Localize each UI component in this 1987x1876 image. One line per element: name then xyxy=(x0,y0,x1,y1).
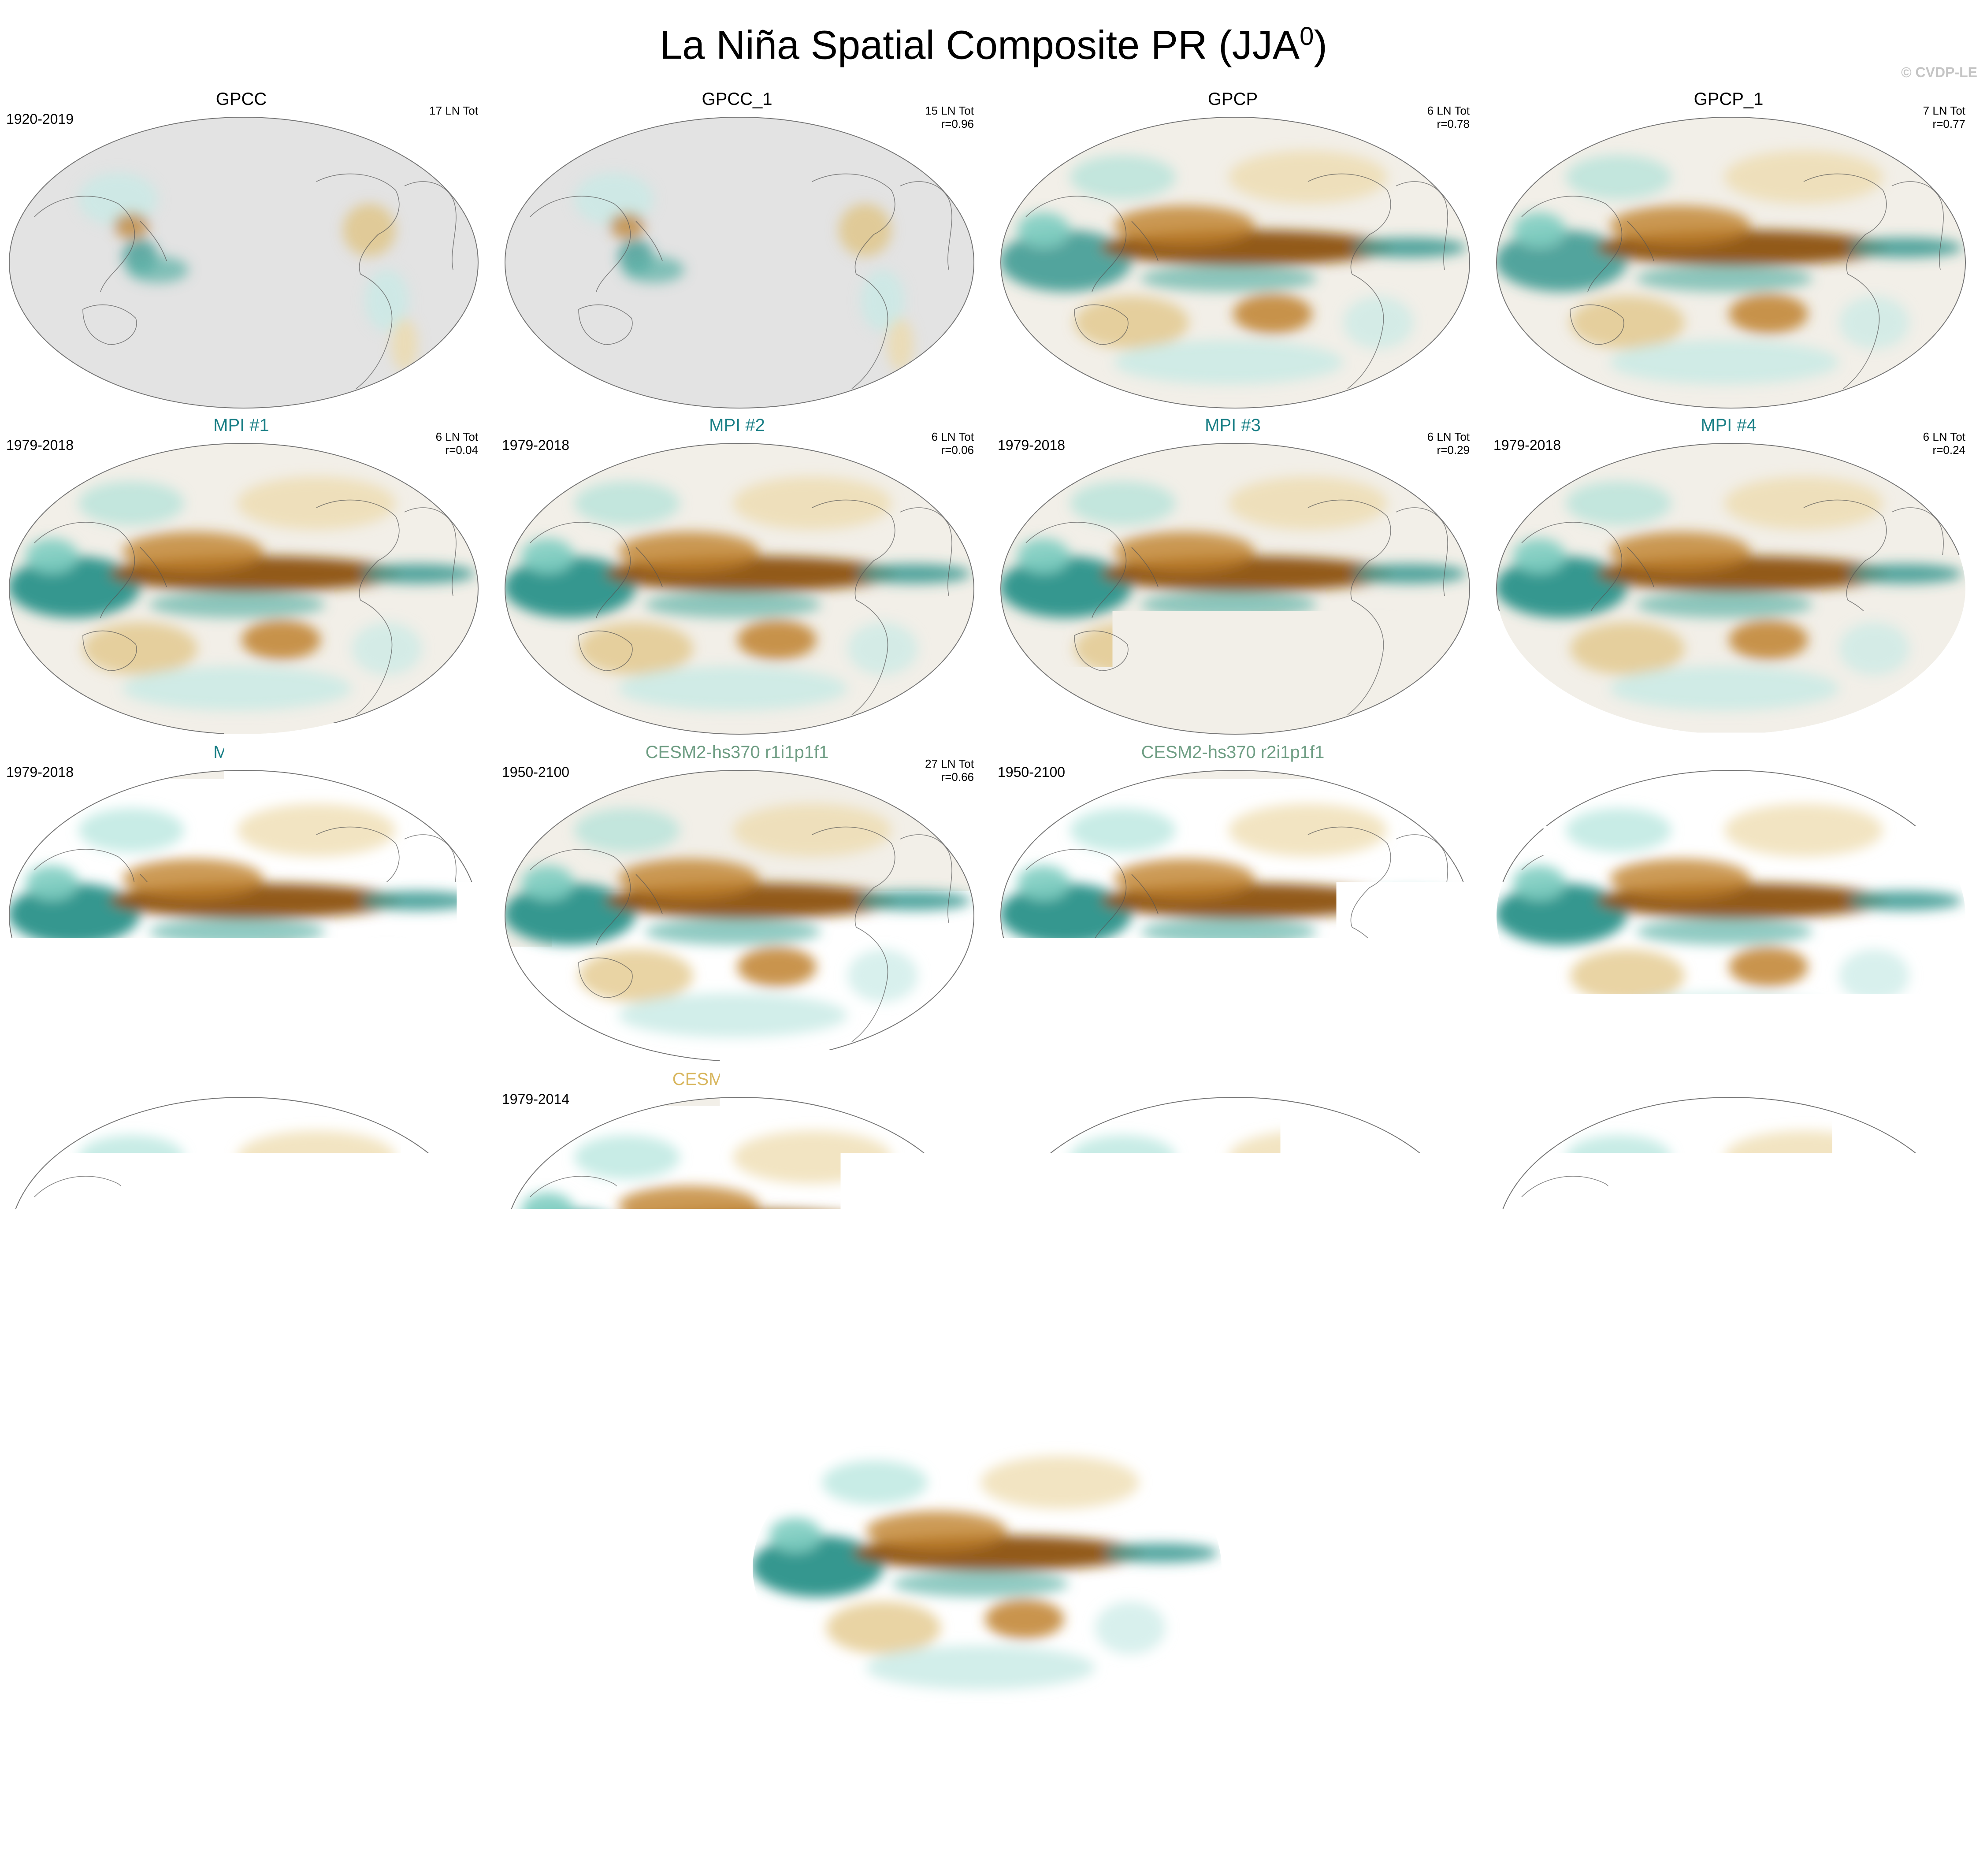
panel-map xyxy=(999,769,1471,1063)
panel-map xyxy=(1495,1096,1967,1390)
colorbar-swatch xyxy=(610,1757,675,1785)
panel-title: MPI #1 xyxy=(0,414,483,436)
colorbar-swatch xyxy=(738,1757,802,1785)
map-panel: MPI #4 1979-2018 6 LN Tot r=0.24 xyxy=(1487,414,1970,723)
figure-title: La Niña Spatial Composite PR (JJA0) xyxy=(0,12,1987,70)
panel-title: GPCC_1 xyxy=(496,88,978,110)
map-panel: CESM2 r2i1p1f1 1979-2014 7 LN Tot r=0.60 xyxy=(496,1068,978,1377)
panel-title: MPI #3 xyxy=(992,414,1474,436)
panel-title: CESM1-LENS 004 xyxy=(1487,1068,1970,1090)
colorbar-swatch xyxy=(1058,1757,1122,1785)
colorbar-swatch xyxy=(355,1757,419,1785)
panel-title: CESM2-hs370 r3i1p1f1 xyxy=(1487,741,1970,763)
panel-title: GPCP_1 xyxy=(1487,88,1970,110)
panel-map xyxy=(504,115,975,410)
map-panel: CESM2 r1i1p1f1 1979-2014 7 LN Tot r=0.52 xyxy=(0,1068,483,1377)
colorbar-swatch xyxy=(994,1757,1058,1785)
map-panel: GPCC 1920-2019 17 LN Tot xyxy=(0,88,483,397)
colorbar-swatch xyxy=(1313,1757,1378,1785)
colorbar-swatch xyxy=(419,1757,483,1785)
panel-map xyxy=(751,1421,1223,1715)
panel-map xyxy=(1495,115,1967,410)
panel-map xyxy=(1495,442,1967,736)
map-panel: GPCP_1 7 LN Tot r=0.77 xyxy=(1487,88,1970,397)
colorbar-swatch xyxy=(1505,1757,1569,1785)
colorbar-swatch xyxy=(1185,1757,1250,1785)
map-panel: MPI #3 1979-2018 6 LN Tot r=0.29 xyxy=(992,414,1474,723)
panel-map xyxy=(999,115,1471,410)
map-panel: CESM2-hs370 r1i1p1f1 1950-2100 27 LN Tot r=… xyxy=(496,741,978,1050)
panel-map xyxy=(999,1096,1471,1390)
panel-map xyxy=(8,442,479,736)
map-panel: CESM1-LENS 005 2001-2100 12 LN Tot r=0.58 xyxy=(743,1393,1226,1702)
colorbar-swatch xyxy=(802,1757,866,1785)
colorbar-swatch xyxy=(1441,1757,1505,1785)
colorbar-units: mm/day xyxy=(0,1819,1987,1855)
colorbar-swatch xyxy=(866,1757,930,1785)
panel-title: MPI #5 xyxy=(0,741,483,763)
map-panel: GPCC_1 15 LN Tot r=0.96 xyxy=(496,88,978,397)
colorbar-frame xyxy=(355,1757,1633,1785)
panel-title: CESM2 r2i1p1f1 xyxy=(496,1068,978,1090)
panel-map xyxy=(504,1096,975,1390)
map-panel: MPI #5 1979-2018 4 LN Tot r=0.22 xyxy=(0,741,483,1050)
panel-map xyxy=(8,115,479,410)
map-panel: CESM1-LENS 003 2001-2100 17 LN Tot r=0.60 xyxy=(992,1068,1474,1377)
colorbar-swatch xyxy=(1377,1757,1441,1785)
panel-title: CESM2 r1i1p1f1 xyxy=(0,1068,483,1090)
map-panel: MPI #1 1979-2018 6 LN Tot r=0.04 xyxy=(0,414,483,723)
panel-map xyxy=(504,442,975,736)
colorbar-swatch xyxy=(1249,1757,1314,1785)
colorbar-swatch xyxy=(930,1757,994,1785)
panel-title: CESM1-LENS 005 xyxy=(743,1393,1226,1415)
panel-title: MPI #2 xyxy=(496,414,978,436)
panel-map xyxy=(8,1096,479,1390)
panel-map xyxy=(1495,769,1967,1063)
credit-watermark: © CVDP-LE xyxy=(1901,64,1977,81)
colorbar-swatch xyxy=(1122,1757,1186,1785)
map-panel: MPI #2 1979-2018 6 LN Tot r=0.06 xyxy=(496,414,978,723)
colorbar-swatch xyxy=(546,1757,611,1785)
map-panel: GPCP 6 LN Tot r=0.78 xyxy=(992,88,1474,397)
map-panel: CESM1-LENS 004 2001-2100 14 LN Tot r=0.60 xyxy=(1487,1068,1970,1377)
colorbar-swatch xyxy=(1569,1757,1633,1785)
panel-map xyxy=(504,769,975,1063)
colorbar-swatch xyxy=(483,1757,547,1785)
panel-map xyxy=(999,442,1471,736)
panel-title: MPI #4 xyxy=(1487,414,1970,436)
map-panel: CESM2-hs370 r3i1p1f1 1950-2100 27 LN Tot r=… xyxy=(1487,741,1970,1050)
panel-title: GPCC xyxy=(0,88,483,110)
panel-map xyxy=(8,769,479,1063)
colorbar-swatch xyxy=(674,1757,739,1785)
panel-title: GPCP xyxy=(992,88,1474,110)
map-panel: CESM2-hs370 r2i1p1f1 1950-2100 28 LN Tot r=… xyxy=(992,741,1474,1050)
panel-title: CESM2-hs370 r2i1p1f1 xyxy=(992,741,1474,763)
panel-title: CESM2-hs370 r1i1p1f1 xyxy=(496,741,978,763)
panel-title: CESM1-LENS 003 xyxy=(992,1068,1474,1090)
